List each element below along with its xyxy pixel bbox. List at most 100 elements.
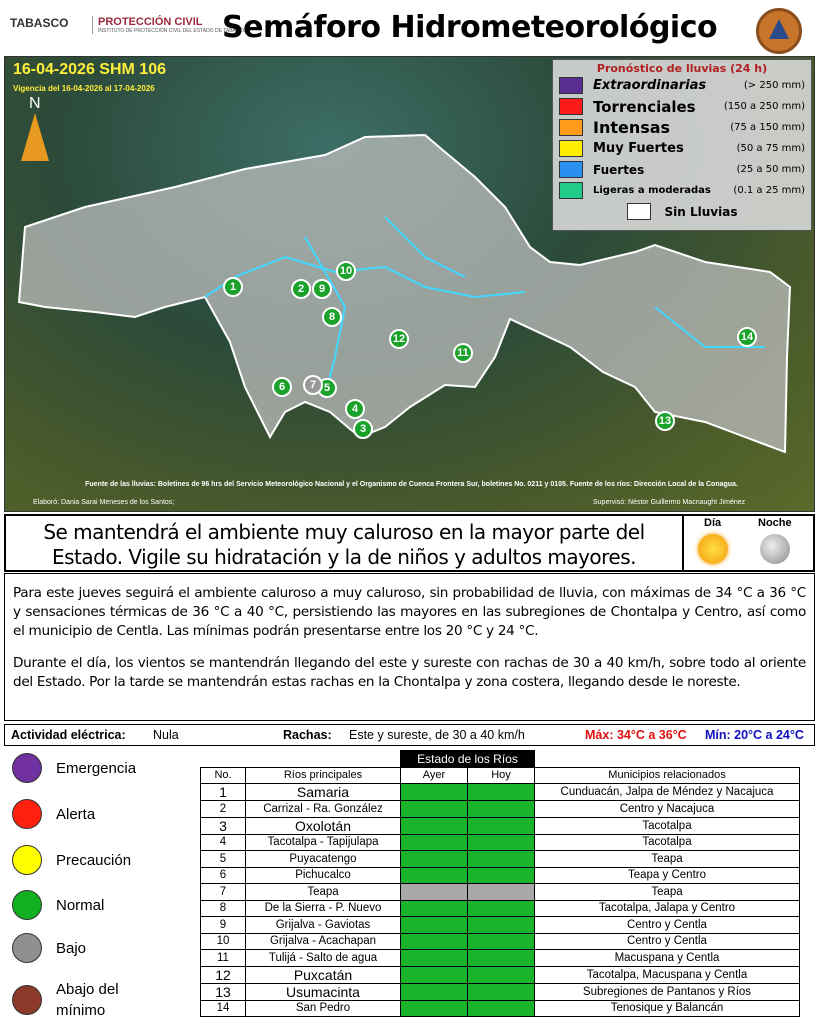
- river-number: 11: [200, 949, 246, 967]
- status-hoy: [467, 982, 535, 1001]
- river-marker: 6: [272, 377, 292, 397]
- status-hoy: [467, 833, 535, 851]
- table-row: 3 Oxolotán Tacotalpa: [200, 816, 800, 835]
- status-hoy: [467, 899, 535, 917]
- status-hoy: [467, 783, 535, 801]
- north-arrow-icon: N: [21, 95, 49, 161]
- table-row: 13 Usumacinta Subregiones de Pantanos y Rí…: [200, 982, 800, 1001]
- table-row: 11 Tulijá - Salto de agua Macuspana y Cent…: [200, 949, 800, 967]
- status-label: Alerta: [56, 805, 96, 823]
- river-number: 3: [200, 816, 246, 835]
- status-legend-item: Bajo: [12, 933, 86, 963]
- status-circle-icon: [12, 753, 42, 783]
- status-hoy: [467, 999, 535, 1017]
- legend-range: (25 a 50 mm): [736, 164, 805, 175]
- page-title: Semáforo Hidrometeorológico: [222, 10, 718, 45]
- river-marker: 2: [291, 279, 311, 299]
- status-hoy: [467, 916, 535, 934]
- column-header: Ayer: [400, 766, 468, 784]
- civil-protection-seal: [756, 8, 802, 54]
- legend-range: (50 a 75 mm): [736, 143, 805, 154]
- river-number: 6: [200, 866, 246, 884]
- day-night-panel: Día Noche: [682, 516, 813, 570]
- legend-swatch: [559, 182, 583, 199]
- river-marker: 14: [737, 327, 757, 347]
- status-hoy: [467, 932, 535, 950]
- municipalities: Centro y Centla: [534, 916, 800, 934]
- pc-logo-subtext: INSTITUTO DE PROTECCIÓN CIVIL DEL ESTADO…: [98, 28, 247, 34]
- rain-legend-item: Ligeras a moderadas (0.1 a 25 mm): [559, 180, 805, 201]
- table-row: 14 San Pedro Tenosique y Balancán: [200, 999, 800, 1017]
- status-hoy: [467, 800, 535, 818]
- table-row: 8 De la Sierra - P. Nuevo Tacotalpa, Jalap…: [200, 899, 800, 917]
- status-ayer: [400, 866, 468, 884]
- table-row: 2 Carrizal - Ra. González Centro y Nacajuc…: [200, 800, 800, 818]
- river-name: Tulijá - Salto de agua: [245, 949, 401, 967]
- status-hoy: [467, 850, 535, 868]
- river-number: 10: [200, 932, 246, 950]
- status-ayer: [400, 850, 468, 868]
- validity-dates: Vigencia del 16-04-2026 al 17-04-2026: [13, 84, 155, 93]
- rain-legend-item: Extraordinarias (> 250 mm): [559, 75, 805, 96]
- info-row: Actividad eléctrica: Nula Rachas: Este y…: [4, 724, 815, 746]
- main-message-box: Se mantendrá el ambiente muy caluroso en…: [4, 514, 815, 572]
- river-marker: 8: [322, 307, 342, 327]
- supervised-by: Supervisó: Néstor Guillermo Macnaught Ji…: [593, 499, 746, 506]
- status-label: Emergencia: [56, 759, 137, 777]
- municipalities: Teapa y Centro: [534, 866, 800, 884]
- table-row: 9 Grijalva - Gaviotas Centro y Centla: [200, 916, 800, 934]
- status-ayer: [400, 932, 468, 950]
- legend-swatch: [559, 140, 583, 157]
- status-hoy: [467, 949, 535, 967]
- pc-logo-text: PROTECCIÓN CIVIL: [98, 16, 203, 28]
- min-temp: Mín: 20°C a 24°C: [705, 728, 804, 742]
- gusts-value: Este y sureste, de 30 a 40 km/h: [349, 728, 525, 742]
- river-marker: 12: [389, 329, 409, 349]
- river-number: 7: [200, 883, 246, 901]
- municipalities: Tacotalpa, Jalapa y Centro: [534, 899, 800, 917]
- rain-legend-item: Muy Fuertes (50 a 75 mm): [559, 138, 805, 159]
- status-ayer: [400, 965, 468, 984]
- legend-label: Fuertes: [593, 162, 645, 177]
- river-name: Puxcatán: [245, 965, 401, 984]
- table-row: 1 Samaria Cunduacán, Jalpa de Méndez y Nac…: [200, 783, 800, 801]
- river-name: Grijalva - Gaviotas: [245, 916, 401, 934]
- table-row: 10 Grijalva - Acachapan Centro y Centla: [200, 932, 800, 950]
- electric-value: Nula: [153, 728, 179, 742]
- table-row: 12 Puxcatán Tacotalpa, Macuspana y Centla: [200, 965, 800, 984]
- status-circle-icon: [12, 845, 42, 875]
- gusts-label: Rachas:: [283, 728, 332, 742]
- municipalities: Centro y Centla: [534, 932, 800, 950]
- state-shape: [17, 133, 792, 454]
- river-marker: 1: [223, 277, 243, 297]
- status-ayer: [400, 949, 468, 967]
- status-circle-icon: [12, 799, 42, 829]
- municipalities: Tacotalpa: [534, 833, 800, 851]
- map: 16-04-2026 SHM 106 Vigencia del 16-04-20…: [4, 56, 815, 512]
- status-label: Precaución: [56, 851, 132, 869]
- status-circle-icon: [12, 985, 42, 1015]
- status-label: Bajo: [56, 939, 87, 957]
- legend-label: Extraordinarias: [593, 78, 707, 93]
- river-number: 9: [200, 916, 246, 934]
- moon-icon: [760, 534, 790, 564]
- river-marker: 7: [303, 375, 323, 395]
- status-ayer: [400, 883, 468, 901]
- municipalities: Centro y Nacajuca: [534, 800, 800, 818]
- legend-label: Torrenciales: [593, 97, 696, 116]
- sun-icon: [698, 534, 728, 564]
- river-name: Puyacatengo: [245, 850, 401, 868]
- legend-range: (> 250 mm): [743, 80, 805, 91]
- river-number: 1: [200, 783, 246, 801]
- night-label: Noche: [758, 517, 792, 529]
- forecast-paragraph: Durante el día, los vientos se mantendrá…: [13, 655, 806, 690]
- forecast-text: Para este jueves seguirá el ambiente cal…: [4, 573, 815, 721]
- municipalities: Teapa: [534, 883, 800, 901]
- bulletin-id: 16-04-2026 SHM 106: [13, 61, 166, 78]
- river-number: 5: [200, 850, 246, 868]
- river-marker: 4: [345, 399, 365, 419]
- table-row: 6 Pichucalco Teapa y Centro: [200, 866, 800, 884]
- status-ayer: [400, 800, 468, 818]
- prepared-by: Elaboró: Dania Sarai Meneses de los Sant…: [33, 499, 175, 506]
- status-circle-icon: [12, 890, 42, 920]
